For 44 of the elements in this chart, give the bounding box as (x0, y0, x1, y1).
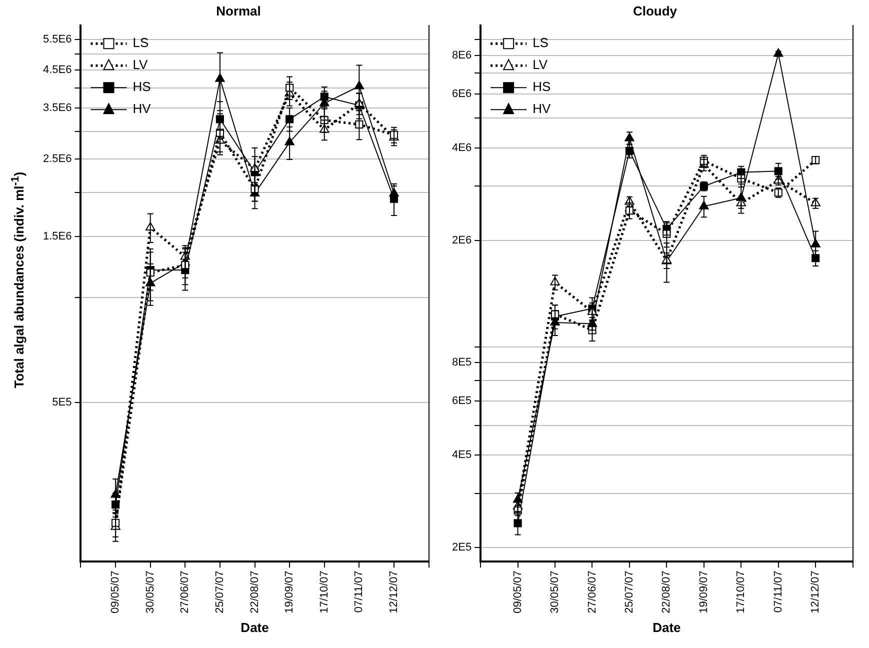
x-tick-label: 12/12/07 (810, 570, 822, 614)
x-tick-label: 30/05/07 (549, 570, 562, 614)
y-tick-label: 8E5 (452, 356, 472, 369)
y-tick-label: 8E6 (452, 49, 472, 62)
x-axis-title: Date (652, 620, 681, 635)
y-tick-label: 2E6 (452, 234, 472, 246)
x-tick-label: 07/11/07 (772, 570, 784, 613)
y-tick-label: 5.5E6 (42, 34, 72, 46)
legend-label: HS (532, 79, 551, 94)
legend-label: LV (532, 57, 548, 72)
x-tick-label: 09/05/07 (512, 570, 524, 614)
y-tick-label: 3.5E6 (42, 102, 72, 114)
x-tick-label: 19/09/07 (698, 570, 710, 614)
x-tick-label: 22/08/07 (660, 570, 673, 614)
y-tick-label: 4E5 (452, 449, 472, 462)
x-tick-label: 09/05/07 (110, 570, 122, 614)
y-tick-label: 4.5E6 (42, 64, 72, 76)
legend-label: HV (532, 101, 551, 116)
legend-label: HS (132, 79, 152, 94)
y-tick-label: 5E5 (52, 396, 72, 409)
x-tick-label: 17/10/07 (735, 570, 748, 614)
x-tick-label: 25/07/07 (623, 570, 636, 614)
x-tick-label: 12/12/07 (388, 570, 400, 614)
y-tick-label: 6E6 (452, 88, 472, 100)
legend-label: LV (132, 57, 148, 72)
x-tick-label: 22/08/07 (248, 570, 261, 614)
legend-label: LS (132, 35, 149, 50)
x-tick-label: 25/07/07 (214, 570, 226, 614)
chart-title: Normal (216, 3, 261, 18)
x-tick-label: 17/10/07 (318, 570, 330, 614)
x-tick-label: 07/11/07 (353, 570, 366, 613)
legend-label: LS (532, 35, 549, 50)
x-axis-title: Date (240, 620, 269, 635)
x-tick-label: 27/06/07 (179, 570, 192, 614)
y-tick-label: 6E5 (452, 394, 472, 407)
chart-title: Cloudy (632, 3, 678, 18)
legend-label: HV (132, 101, 152, 116)
y-tick-label: 2E5 (452, 542, 472, 554)
y-tick-label: 1.5E6 (42, 230, 72, 242)
x-tick-label: 30/05/07 (144, 570, 156, 614)
x-tick-label: 27/06/07 (586, 570, 598, 614)
y-tick-label: 2.5E6 (42, 152, 72, 165)
x-tick-label: 19/09/07 (284, 570, 296, 614)
y-tick-label: 4E6 (452, 142, 472, 154)
